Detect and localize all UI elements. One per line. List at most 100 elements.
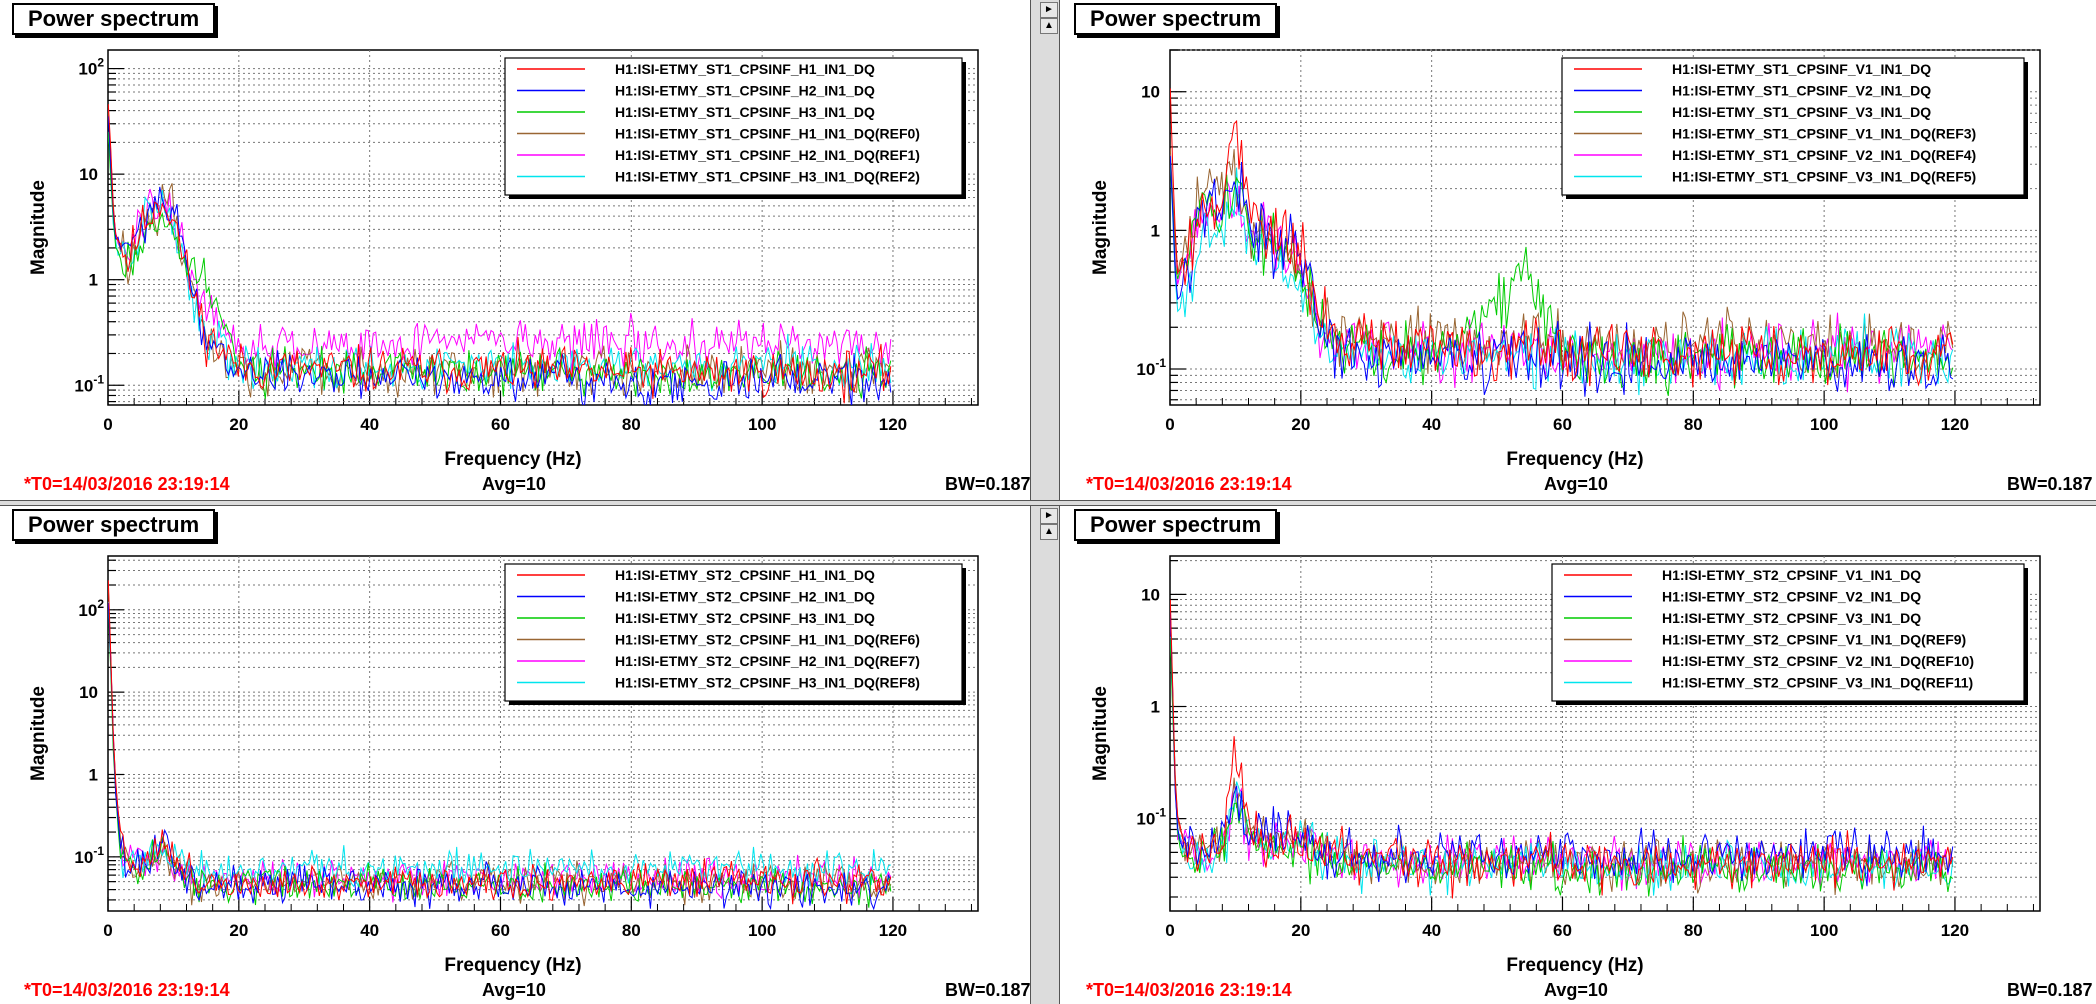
bw-label: BW=0.1875: [2007, 980, 2092, 1000]
x-tick-label: 40: [1422, 415, 1441, 434]
traces: [1170, 88, 1954, 397]
x-tick-label: 120: [1941, 921, 1969, 940]
x-tick-label: 40: [360, 921, 379, 940]
legend-box: [504, 563, 963, 702]
avg-label: Avg=10: [482, 980, 546, 1000]
legend-label: H1:ISI-ETMY_ST1_CPSINF_H1_IN1_DQ: [615, 61, 875, 77]
x-tick-label: 80: [1684, 415, 1703, 434]
x-tick-label: 0: [103, 921, 112, 940]
x-tick-label: 60: [491, 921, 510, 940]
t0-label: *T0=14/03/2016 23:19:14: [1086, 980, 1292, 1000]
x-tick-label: 40: [360, 415, 379, 434]
y-tick-label: 102: [78, 56, 104, 79]
panel-title: Power spectrum: [1074, 509, 1278, 541]
legend-label: H1:ISI-ETMY_ST2_CPSINF_H1_IN1_DQ: [615, 567, 875, 583]
x-tick-label: 20: [229, 921, 248, 940]
y-tick-label: 10-1: [1136, 806, 1166, 829]
y-axis-label: Magnitude: [28, 180, 49, 275]
legend-label: H1:ISI-ETMY_ST2_CPSINF_V3_IN1_DQ(REF11): [1662, 675, 1973, 691]
x-tick-label: 40: [1422, 921, 1441, 940]
x-axis-label: Frequency (Hz): [1506, 955, 1643, 976]
x-tick-label: 20: [229, 415, 248, 434]
legend-label: H1:ISI-ETMY_ST1_CPSINF_H3_IN1_DQ(REF2): [615, 169, 920, 185]
x-tick-label: 0: [1165, 921, 1174, 940]
scroll-right-arrow-icon[interactable]: ►: [1040, 508, 1058, 524]
series-line-2: [1170, 637, 1954, 897]
legend-label: H1:ISI-ETMY_ST1_CPSINF_V1_IN1_DQ(REF3): [1672, 126, 1976, 142]
legend-label: H1:ISI-ETMY_ST2_CPSINF_H3_IN1_DQ: [615, 610, 875, 626]
scroll-right-arrow-icon[interactable]: ►: [1040, 2, 1058, 18]
series-line-5: [1170, 163, 1954, 396]
series-line-4: [108, 110, 892, 374]
legend-label: H1:ISI-ETMY_ST2_CPSINF_V2_IN1_DQ(REF10): [1662, 653, 1974, 669]
legend-label: H1:ISI-ETMY_ST2_CPSINF_V3_IN1_DQ: [1662, 610, 1921, 626]
traces: [108, 104, 892, 405]
legend-label: H1:ISI-ETMY_ST1_CPSINF_V3_IN1_DQ(REF5): [1672, 169, 1976, 185]
legend-box: [504, 57, 963, 196]
x-tick-label: 120: [879, 921, 907, 940]
y-axis-label: Magnitude: [1090, 686, 1111, 781]
series-line-1: [1170, 612, 1954, 887]
x-tick-label: 100: [748, 921, 776, 940]
traces: [1170, 599, 1954, 899]
x-axis-label: Frequency (Hz): [1506, 449, 1643, 470]
y-tick-label: 1: [1151, 221, 1160, 240]
legend-label: H1:ISI-ETMY_ST2_CPSINF_H3_IN1_DQ(REF8): [615, 675, 920, 691]
x-tick-label: 100: [748, 415, 776, 434]
series-line-1: [108, 602, 892, 911]
bw-label: BW=0.1875: [2007, 474, 2092, 494]
legend-label: H1:ISI-ETMY_ST1_CPSINF_V2_IN1_DQ(REF4): [1672, 147, 1976, 163]
bw-label: BW=0.1875: [945, 980, 1030, 1000]
x-tick-label: 20: [1291, 921, 1310, 940]
t0-label: *T0=14/03/2016 23:19:14: [24, 474, 230, 494]
x-tick-label: 80: [1684, 921, 1703, 940]
t0-label: *T0=14/03/2016 23:19:14: [1086, 474, 1292, 494]
t0-label: *T0=14/03/2016 23:19:14: [24, 980, 230, 1000]
horizontal-splitter[interactable]: [0, 500, 2096, 506]
y-tick-label: 10: [79, 165, 98, 184]
legend-label: H1:ISI-ETMY_ST1_CPSINF_V2_IN1_DQ: [1672, 83, 1931, 99]
y-tick-label: 10: [1141, 585, 1160, 604]
y-tick-label: 10-1: [74, 844, 104, 867]
series-line-0: [108, 104, 892, 404]
x-tick-label: 0: [103, 415, 112, 434]
series-line-2: [1170, 163, 1954, 397]
plot-st1-v[interactable]: 0 20 40 60 80 100 120 10-1 1 10 Frequency (Hz) Magn…: [1062, 0, 2092, 500]
y-tick-label: 10-1: [74, 372, 104, 395]
x-tick-label: 80: [622, 415, 641, 434]
x-tick-label: 60: [1553, 921, 1572, 940]
legend-label: H1:ISI-ETMY_ST2_CPSINF_H1_IN1_DQ(REF6): [615, 632, 920, 648]
traces: [108, 580, 892, 911]
panel-st2-v: 0 20 40 60 80 100 120 10-1 1 10 Frequency (Hz) Magn…: [1062, 506, 2092, 1004]
legend-label: H1:ISI-ETMY_ST2_CPSINF_V1_IN1_DQ(REF9): [1662, 632, 1966, 648]
legend-label: H1:ISI-ETMY_ST1_CPSINF_H1_IN1_DQ(REF0): [615, 126, 920, 142]
y-tick-label: 1: [89, 271, 98, 290]
panel-title: Power spectrum: [12, 509, 216, 541]
x-tick-label: 120: [1941, 415, 1969, 434]
x-tick-label: 100: [1810, 415, 1838, 434]
avg-label: Avg=10: [1544, 980, 1608, 1000]
avg-label: Avg=10: [1544, 474, 1608, 494]
y-tick-label: 1: [89, 765, 98, 784]
plot-st2-h[interactable]: 0 20 40 60 80 100 120 10-1 1 10 102 Frequency (Hz) M…: [0, 506, 1030, 1004]
x-tick-label: 60: [491, 415, 510, 434]
avg-label: Avg=10: [482, 474, 546, 494]
panel-st2-h: 0 20 40 60 80 100 120 10-1 1 10 102 Frequency (Hz) M…: [0, 506, 1030, 1004]
panel-st1-v: 0 20 40 60 80 100 120 10-1 1 10 Frequency (Hz) Magn…: [1062, 0, 2092, 500]
x-tick-label: 100: [1810, 921, 1838, 940]
series-line-0: [1170, 88, 1954, 388]
y-axis-label: Magnitude: [1090, 180, 1111, 275]
plot-st1-h[interactable]: 0 20 40 60 80 100 120 10-1 1 10 102 Frequency (Hz) M…: [0, 0, 1030, 500]
plot-st2-v[interactable]: 0 20 40 60 80 100 120 10-1 1 10 Frequency (Hz) Magn…: [1062, 506, 2092, 1004]
x-tick-label: 20: [1291, 415, 1310, 434]
y-tick-label: 1: [1151, 698, 1160, 717]
x-axis-label: Frequency (Hz): [444, 955, 581, 976]
scroll-up-arrow-icon[interactable]: ▲: [1040, 18, 1058, 34]
legend-label: H1:ISI-ETMY_ST2_CPSINF_H2_IN1_DQ(REF7): [615, 653, 920, 669]
legend-label: H1:ISI-ETMY_ST1_CPSINF_V1_IN1_DQ: [1672, 61, 1931, 77]
legend-label: H1:ISI-ETMY_ST1_CPSINF_H3_IN1_DQ: [615, 104, 875, 120]
y-tick-label: 10: [1141, 83, 1160, 102]
scroll-up-arrow-icon[interactable]: ▲: [1040, 524, 1058, 540]
y-tick-label: 102: [78, 597, 104, 620]
panel-title: Power spectrum: [1074, 3, 1278, 35]
